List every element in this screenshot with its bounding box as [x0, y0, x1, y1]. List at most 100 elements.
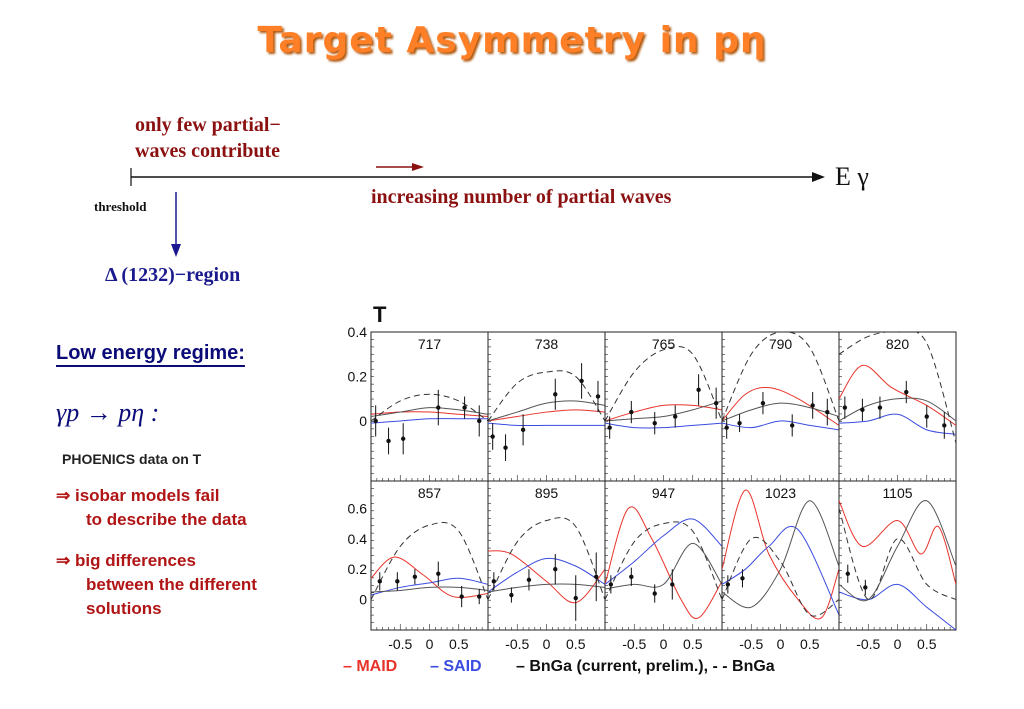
- curve-maid: [488, 409, 605, 422]
- data-point: [608, 582, 614, 587]
- curve-said: [605, 518, 722, 585]
- few-waves-line2: waves contribute: [135, 140, 280, 162]
- implies-arrow-icon: ⇒: [56, 486, 71, 505]
- curve-said: [605, 422, 722, 429]
- x-tick-label: 0: [543, 636, 551, 652]
- curve-bnga-current-prelim: [371, 407, 488, 418]
- data-point: [670, 582, 675, 587]
- few-waves-note: only few partial− waves contribute: [135, 112, 281, 164]
- panel-frame: [370, 331, 489, 482]
- curve-said: [839, 583, 956, 630]
- x-tick-label: -0.5: [622, 636, 646, 652]
- data-point: [629, 409, 634, 415]
- data-point: [526, 577, 532, 583]
- few-waves-line1: only few partial−: [135, 114, 281, 136]
- y-tick-label: 0.2: [348, 368, 368, 384]
- bullet-differences-line2: between the different: [86, 575, 257, 594]
- increasing-waves-label: increasing number of partial waves: [371, 186, 672, 208]
- energy-axis-arrowhead: [812, 172, 825, 182]
- x-axis-title: cos θcm: [912, 658, 963, 660]
- x-tick-label: -0.5: [739, 636, 763, 652]
- curve-said: [488, 557, 605, 593]
- data-point: [377, 579, 382, 584]
- data-point: [490, 434, 495, 439]
- curve-bnga: [371, 522, 488, 600]
- data-point: [696, 387, 701, 393]
- panel-energy-label: 790: [769, 336, 793, 352]
- photon-energy-label: E γ: [835, 162, 869, 191]
- reaction-formula: γp → pη :: [56, 398, 160, 427]
- curve-said: [488, 422, 605, 427]
- data-point: [477, 418, 482, 424]
- curve-maid: [722, 386, 839, 426]
- data-point: [740, 576, 745, 581]
- data-point: [553, 392, 558, 397]
- curve-maid: [488, 550, 605, 604]
- data-point: [652, 591, 657, 596]
- x-tick-label: 0: [777, 636, 785, 652]
- phoenics-note: PHOENICS data on T: [62, 451, 202, 467]
- y-tick-label: 0.4: [348, 324, 368, 340]
- curve-maid: [722, 489, 839, 620]
- legend-bnga: – BnGa (current, prelim.), - - BnGa: [516, 658, 775, 675]
- increasing-arrow-head: [412, 163, 424, 171]
- curve-bnga-current-prelim: [722, 500, 839, 609]
- panel-frame: [721, 331, 840, 482]
- data-point: [579, 378, 584, 384]
- x-tick-label: 0.5: [683, 636, 703, 652]
- data-point: [629, 574, 634, 579]
- panel-frame: [838, 480, 957, 631]
- curve-maid: [839, 500, 956, 585]
- energy-timeline: [130, 163, 825, 257]
- curve-bnga: [605, 521, 722, 600]
- data-point: [845, 571, 850, 576]
- threshold-label: threshold: [94, 199, 147, 214]
- data-point: [436, 571, 441, 576]
- data-point: [607, 425, 612, 430]
- panel-energy-label: 738: [535, 336, 559, 352]
- y-axis-title: T: [373, 302, 387, 327]
- bullet-isobar-line1: isobar models fail: [74, 486, 220, 505]
- data-point: [860, 407, 865, 413]
- curve-said: [371, 577, 488, 596]
- data-point: [942, 423, 947, 428]
- x-tick-label: 0: [660, 636, 668, 652]
- data-point: [436, 405, 441, 410]
- curve-bnga: [371, 393, 488, 422]
- panel-energy-label: 1023: [765, 485, 796, 501]
- panel-frame: [487, 480, 606, 631]
- curve-maid: [605, 404, 722, 422]
- curve-bnga: [488, 370, 605, 422]
- x-tick-label: 0.5: [566, 636, 586, 652]
- delta-arrow-head: [171, 244, 181, 257]
- data-point: [904, 389, 909, 395]
- panel-energy-label: 717: [418, 336, 442, 352]
- y-tick-label: 0: [359, 592, 367, 608]
- curve-maid: [371, 411, 488, 418]
- implies-arrow-icon: ⇒: [56, 551, 71, 570]
- panel-energy-label: 895: [535, 485, 559, 501]
- panel-energy-label: 857: [418, 485, 442, 501]
- data-point: [595, 394, 601, 399]
- x-tick-label: -0.5: [388, 636, 412, 652]
- data-point: [737, 420, 742, 426]
- curve-said: [371, 418, 488, 424]
- x-tick-label: -0.5: [856, 636, 880, 652]
- x-tick-label: 0.5: [917, 636, 937, 652]
- bullet-isobar-line2: to describe the data: [86, 510, 247, 529]
- data-point: [491, 579, 497, 584]
- y-tick-label: 0.2: [348, 561, 368, 577]
- curve-bnga-current-prelim: [605, 400, 722, 422]
- curve-bnga-current-prelim: [722, 402, 839, 422]
- bullet-isobar: ⇒ isobar models fail to describe the dat…: [56, 484, 247, 532]
- y-tick-label: 0: [359, 413, 367, 429]
- panel-energy-label: 947: [652, 485, 676, 501]
- data-point: [594, 574, 599, 579]
- x-tick-label: 0: [894, 636, 902, 652]
- curve-bnga: [488, 517, 605, 600]
- curve-bnga-current-prelim: [839, 500, 956, 602]
- data-point: [412, 574, 418, 579]
- curve-maid: [605, 506, 722, 619]
- curve-bnga-current-prelim: [839, 397, 956, 422]
